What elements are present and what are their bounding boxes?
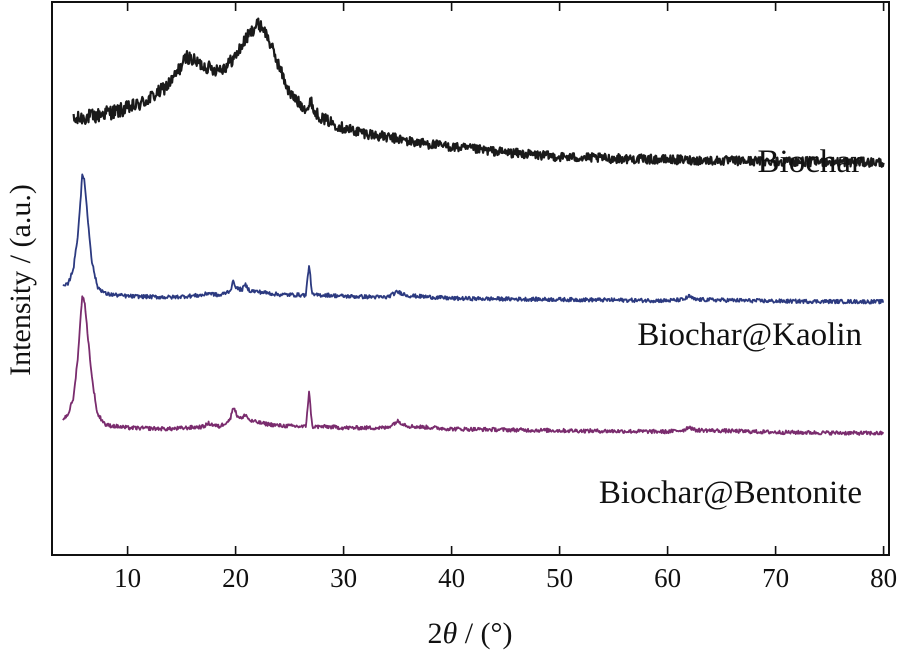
series-label-biochar-bentonite: Biochar@Bentonite bbox=[599, 475, 862, 511]
x-tick-label-80: 80 bbox=[870, 563, 897, 593]
x-tick-label-10: 10 bbox=[114, 563, 141, 593]
x-axis-title: 2θ / (°) bbox=[427, 617, 512, 650]
x-tick-label-60: 60 bbox=[654, 563, 681, 593]
x-axis-title-suffix: / (°) bbox=[457, 617, 512, 650]
series-line-biochar-kaolin bbox=[62, 173, 885, 305]
x-axis-ticks bbox=[126, 2, 885, 555]
x-axis-title-symbol: θ bbox=[442, 617, 457, 650]
x-axis-title-prefix: 2 bbox=[427, 617, 442, 650]
series-line-biochar-bentonite bbox=[62, 295, 885, 436]
y-axis-title: Intensity / (a.u.) bbox=[4, 184, 37, 376]
series-label-biochar: Biochar bbox=[758, 144, 862, 180]
x-tick-label-40: 40 bbox=[438, 563, 465, 593]
plot-frame bbox=[51, 1, 890, 556]
x-tick-label-70: 70 bbox=[762, 563, 789, 593]
series-line-biochar bbox=[72, 17, 885, 168]
x-tick-label-20: 20 bbox=[222, 563, 249, 593]
series-label-biochar-kaolin: Biochar@Kaolin bbox=[637, 317, 862, 353]
series-labels: Biochar Biochar@Kaolin Biochar@Bentonite bbox=[599, 144, 862, 511]
x-tick-label-30: 30 bbox=[330, 563, 357, 593]
x-axis-tick-labels: 10 20 30 40 50 60 70 80 bbox=[114, 563, 897, 593]
x-tick-label-50: 50 bbox=[546, 563, 573, 593]
series-layer bbox=[62, 17, 885, 436]
